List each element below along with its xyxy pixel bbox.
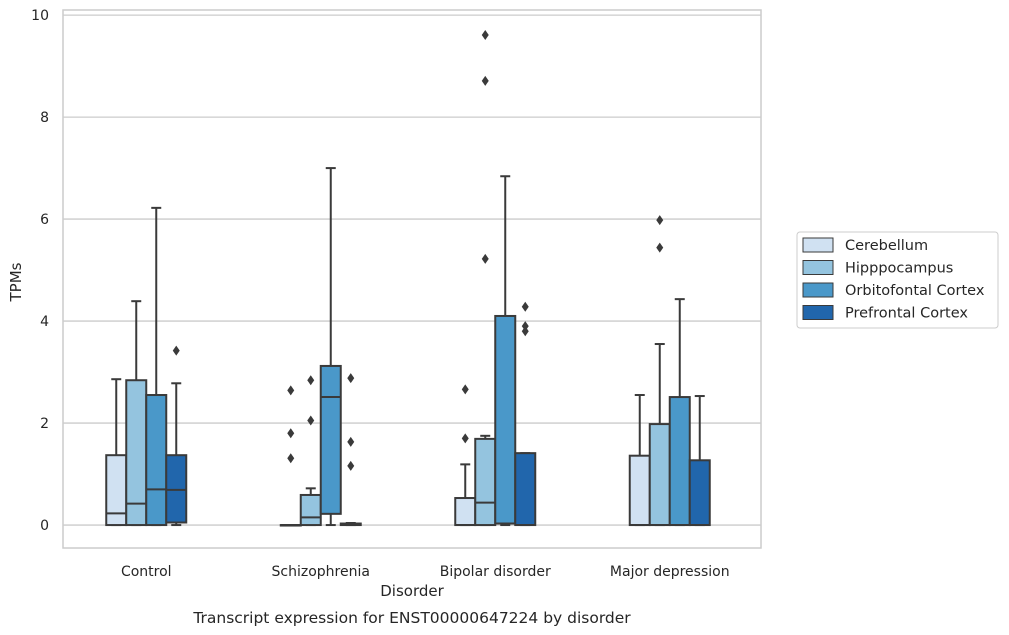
outlier-point: [481, 75, 489, 86]
legend-label: Prefrontal Cortex: [845, 306, 968, 322]
x-axis-label: Disorder: [380, 582, 444, 600]
box-0-0: [105, 378, 128, 527]
box-iqr: [494, 314, 517, 525]
box-iqr: [668, 396, 691, 527]
outlier-point: [287, 428, 295, 439]
outlier-point: [521, 326, 529, 337]
outlier-point: [461, 384, 469, 395]
outlier-point: [287, 453, 295, 464]
legend-swatch: [802, 305, 834, 320]
legend-label: Cerebellum: [845, 238, 928, 254]
y-tick-label: 2: [40, 416, 49, 432]
box-1-1: [299, 375, 322, 527]
legend-label: Orbitofontal Cortex: [845, 283, 985, 299]
outlier-point: [656, 215, 664, 226]
x-tick-label: Bipolar disorder: [440, 564, 551, 580]
chart-caption: Transcript expression for ENST0000064722…: [192, 609, 631, 627]
box-3-1: [339, 373, 362, 527]
box-iqr: [628, 454, 651, 527]
outlier-point: [521, 321, 529, 332]
box-iqr: [648, 423, 671, 527]
box-0-1: [279, 385, 302, 527]
x-tick-label: Major depression: [610, 564, 730, 580]
y-tick-label: 6: [40, 212, 49, 228]
outlier-point: [481, 29, 489, 40]
y-axis-label: TPMs: [7, 262, 25, 302]
box-iqr: [165, 454, 188, 524]
plot-area: [105, 29, 711, 527]
legend-swatch: [802, 237, 834, 253]
outlier-point: [347, 460, 355, 471]
outlier-point: [347, 373, 355, 384]
box-2-1: [319, 167, 342, 527]
x-tick-label: Control: [121, 564, 172, 580]
outlier-point: [656, 242, 664, 253]
box-iqr: [299, 493, 322, 527]
plot-frame: [62, 9, 762, 549]
y-tick-label: 4: [40, 314, 49, 330]
legend-swatch: [802, 282, 834, 298]
outlier-point: [307, 375, 315, 386]
x-axis-ticks: Control Schizophrenia Bipolar disorder Majo…: [121, 564, 730, 580]
x-tick-label: Schizophrenia: [272, 564, 370, 580]
outlier-point: [481, 253, 489, 264]
box-iqr: [145, 394, 168, 527]
legend-swatch: [802, 260, 834, 275]
outlier-point: [287, 385, 295, 396]
box-iqr: [105, 454, 128, 527]
outlier-point: [307, 415, 315, 426]
y-tick-label: 0: [40, 518, 49, 534]
box-iqr: [319, 364, 342, 515]
y-axis-ticks: 0 2 4 6 8 10: [31, 8, 49, 534]
box-iqr: [474, 437, 497, 527]
outlier-point: [521, 301, 529, 312]
box-3-0: [165, 345, 188, 527]
box-2-0: [145, 206, 168, 527]
box-1-2: [474, 29, 497, 527]
legend-frame: [796, 231, 999, 329]
box-0-3: [628, 394, 651, 527]
box-2-2: [494, 175, 517, 527]
legend-label: Hipppocampus: [845, 261, 953, 277]
legend: Cerebellum Hipppocampus Orbitofontal Corte…: [796, 231, 999, 329]
box-iqr: [454, 497, 477, 527]
y-tick-label: 10: [31, 8, 49, 24]
box-1-0: [125, 300, 148, 527]
box-2-3: [668, 298, 691, 527]
box-0-2: [454, 384, 477, 527]
outlier-point: [347, 436, 355, 447]
box-iqr: [688, 459, 711, 527]
outlier-point: [461, 433, 469, 444]
box-iqr: [514, 452, 537, 527]
box-3-2: [514, 301, 537, 527]
box-1-3: [648, 215, 671, 527]
box-3-3: [688, 395, 711, 527]
y-tick-label: 8: [40, 110, 49, 126]
outlier-point: [172, 345, 180, 356]
